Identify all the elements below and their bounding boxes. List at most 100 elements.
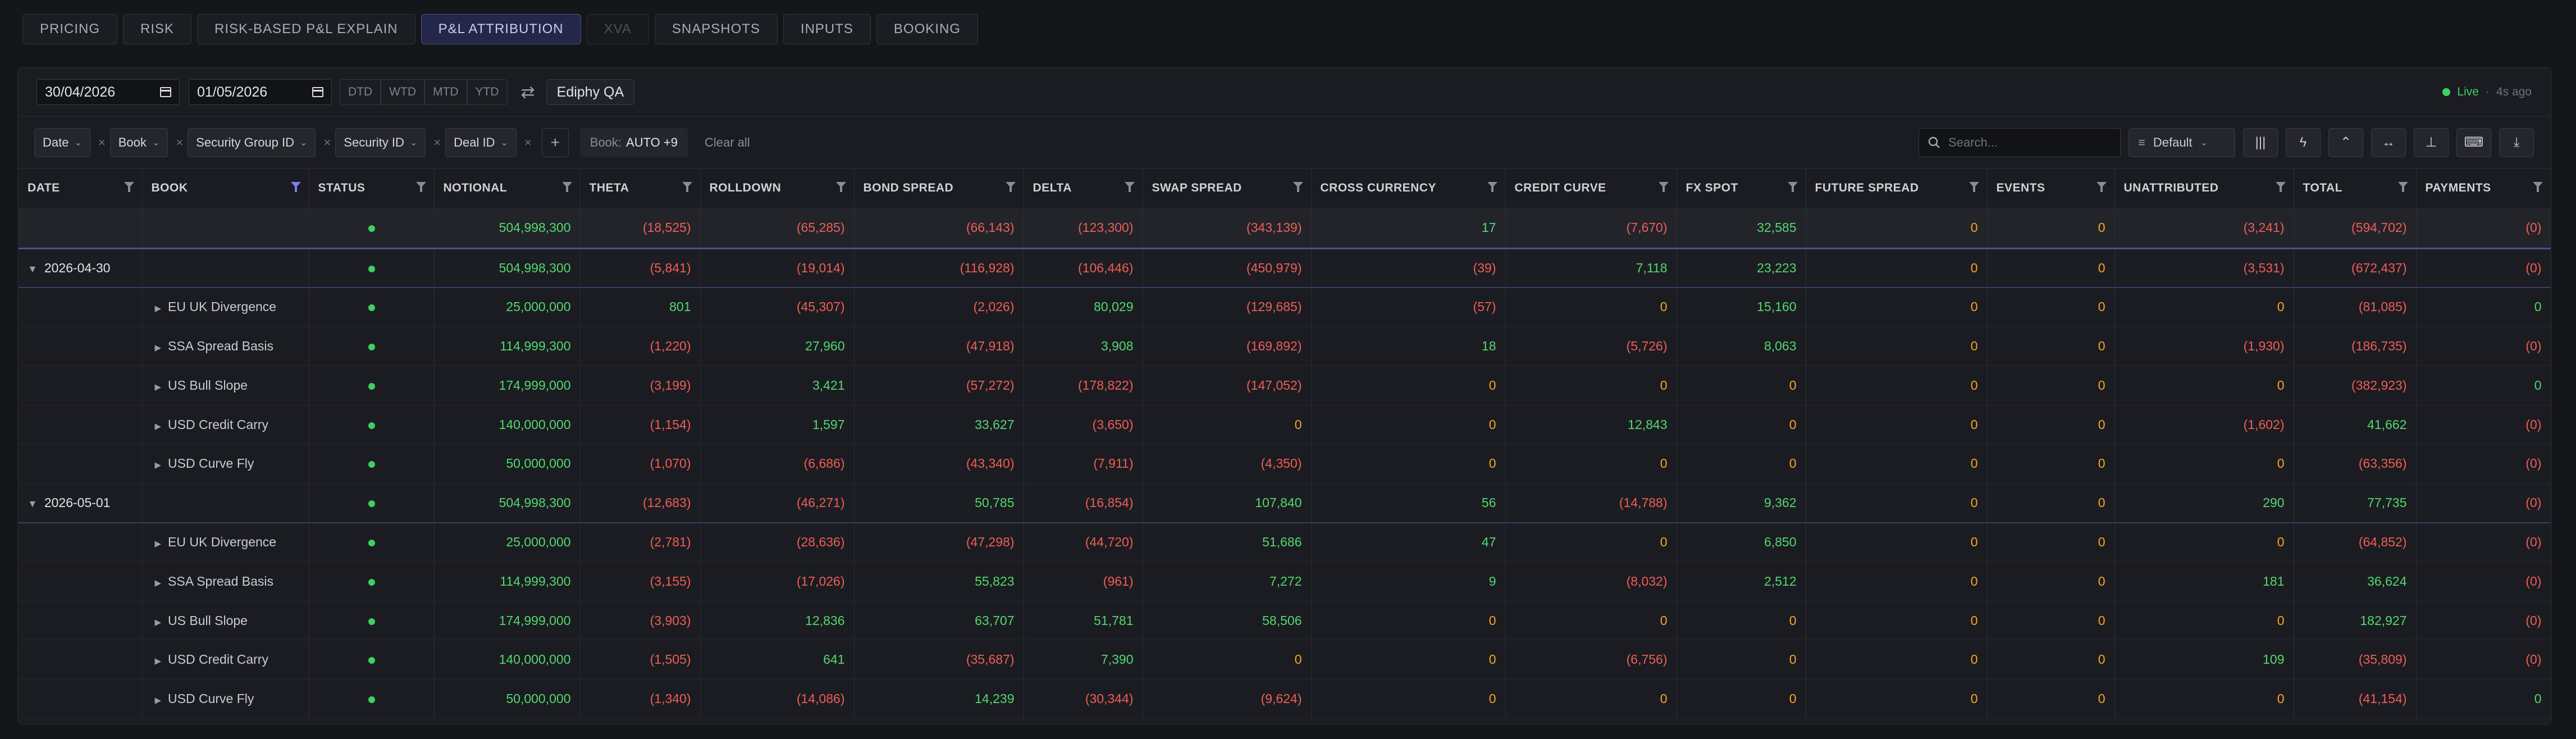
clear-all-link[interactable]: Clear all	[704, 135, 750, 149]
book-cell[interactable]: ▶ EU UK Divergence	[142, 522, 309, 562]
tab-risk-based-pnl-explain[interactable]: RISK-BASED P&L EXPLAIN	[197, 14, 415, 44]
filter-icon[interactable]	[1292, 182, 1303, 192]
period-dtd-button[interactable]: DTD	[340, 79, 381, 105]
lightning-icon[interactable]: ϟ	[2286, 127, 2321, 157]
column-header[interactable]: BOOK	[142, 168, 309, 208]
filter-icon[interactable]	[1487, 182, 1497, 192]
filter-icon[interactable]	[1658, 182, 1669, 192]
group-chip[interactable]: Security Group ID ⌄	[188, 127, 316, 157]
pin-icon[interactable]: ⊥	[2414, 127, 2449, 157]
book-row[interactable]: ▶ USD Curve Fly 50,000,000 (1,340) (14,086) 1…	[19, 679, 2551, 719]
remove-chip-icon[interactable]: ×	[98, 135, 106, 149]
book-cell[interactable]: ▶ US Bull Slope	[142, 366, 309, 405]
column-header[interactable]: FUTURE SPREAD	[1806, 168, 1988, 208]
calendar-icon[interactable]	[312, 87, 323, 97]
column-header[interactable]: PAYMENTS	[2416, 168, 2551, 208]
column-header[interactable]: SWAP SPREAD	[1143, 168, 1312, 208]
book-row[interactable]: ▶ US Bull Slope 174,999,000 (3,903) 12,836 63…	[19, 601, 2551, 641]
period-ytd-button[interactable]: YTD	[467, 79, 508, 105]
tab-snapshots[interactable]: SNAPSHOTS	[654, 14, 778, 44]
remove-chip-icon[interactable]: ×	[524, 135, 532, 149]
book-cell[interactable]: ▶ EU UK Divergence	[142, 287, 309, 327]
filter-icon[interactable]	[415, 182, 426, 192]
column-header[interactable]: NOTIONAL	[434, 168, 581, 208]
book-cell[interactable]: ▶ SSA Spread Basis	[142, 326, 309, 366]
filter-icon[interactable]	[290, 182, 301, 192]
filter-icon[interactable]	[1787, 182, 1798, 192]
book-row[interactable]: ▶ SSA Spread Basis 114,999,300 (1,220) 27,96…	[19, 326, 2551, 366]
book-cell[interactable]: ▶ USD Credit Carry	[142, 405, 309, 445]
remove-chip-icon[interactable]: ×	[433, 135, 441, 149]
book-row[interactable]: ▶ US Bull Slope 174,999,000 (3,199) 3,421 (57…	[19, 366, 2551, 405]
book-cell[interactable]: ▶ USD Curve Fly	[142, 444, 309, 484]
end-date-input[interactable]: 01/05/2026	[189, 79, 332, 105]
column-header[interactable]: BOND SPREAD	[854, 168, 1024, 208]
filter-icon[interactable]	[2397, 182, 2408, 192]
filter-icon[interactable]	[2275, 182, 2286, 192]
book-filter-summary[interactable]: Book: AUTO +9	[579, 127, 688, 157]
column-header[interactable]: UNATTRIBUTED	[2114, 168, 2294, 208]
column-header[interactable]: STATUS	[309, 168, 435, 208]
date-cell[interactable]: ▼ 2026-05-01	[19, 483, 143, 523]
total-row[interactable]: 504,998,300 (18,525) (65,285) (66,143) (123,…	[19, 208, 2551, 249]
date-cell[interactable]: ▼ 2026-04-30	[19, 248, 143, 288]
column-header[interactable]: TOTAL	[2294, 168, 2417, 208]
period-wtd-button[interactable]: WTD	[381, 79, 424, 105]
filter-icon[interactable]	[1968, 182, 1979, 192]
environment-select[interactable]: Ediphy QA	[546, 79, 635, 105]
filter-icon[interactable]	[1124, 182, 1135, 192]
expand-horizontal-icon[interactable]: ↔	[2371, 127, 2406, 157]
expand-triangle-icon[interactable]: ▶	[154, 578, 162, 588]
add-grouping-button[interactable]: +	[541, 127, 569, 157]
remove-chip-icon[interactable]: ×	[176, 135, 184, 149]
tab-pnl-attribution[interactable]: P&L ATTRIBUTION	[421, 14, 581, 44]
remove-chip-icon[interactable]: ×	[323, 135, 331, 149]
date-group-row[interactable]: ▼ 2026-04-30 504,998,300 (5,841) (19,014) (11…	[19, 248, 2551, 288]
filter-icon[interactable]	[835, 182, 846, 192]
book-cell[interactable]: ▶ USD Credit Carry	[142, 640, 309, 680]
book-row[interactable]: ▶ USD Credit Carry 140,000,000 (1,154) 1,597…	[19, 405, 2551, 445]
column-header[interactable]: ROLLDOWN	[700, 168, 855, 208]
group-chip[interactable]: Book ⌄	[109, 127, 168, 157]
expand-triangle-icon[interactable]: ▼	[28, 498, 38, 509]
start-date-input[interactable]: 30/04/2026	[36, 79, 180, 105]
filter-icon[interactable]	[682, 182, 692, 192]
expand-triangle-icon[interactable]: ▶	[154, 343, 162, 353]
layout-select[interactable]: ≡ Default ⌄	[2129, 127, 2235, 157]
group-chip[interactable]: Security ID ⌄	[335, 127, 426, 157]
search-box[interactable]	[1919, 127, 2121, 157]
filter-icon[interactable]	[561, 182, 572, 192]
column-header[interactable]: THETA	[580, 168, 701, 208]
columns-icon[interactable]: |||	[2243, 127, 2278, 157]
tab-booking[interactable]: BOOKING	[876, 14, 978, 44]
swap-horizontal-icon[interactable]: ⇄	[520, 83, 535, 102]
expand-triangle-icon[interactable]: ▶	[154, 617, 162, 627]
tab-risk[interactable]: RISK	[123, 14, 192, 44]
book-row[interactable]: ▶ EU UK Divergence 25,000,000 (2,781) (28,63…	[19, 522, 2551, 562]
expand-triangle-icon[interactable]: ▶	[154, 696, 162, 706]
book-row[interactable]: ▶ USD Curve Fly 50,000,000 (1,070) (6,686) (4…	[19, 444, 2551, 484]
expand-triangle-icon[interactable]: ▶	[154, 421, 162, 431]
book-cell[interactable]: ▶ US Bull Slope	[142, 601, 309, 641]
group-chip[interactable]: Date ⌄	[34, 127, 90, 157]
column-header[interactable]: FX SPOT	[1677, 168, 1806, 208]
filter-icon[interactable]	[2096, 182, 2107, 192]
column-header[interactable]: CROSS CURRENCY	[1311, 168, 1506, 208]
expand-triangle-icon[interactable]: ▼	[28, 263, 38, 275]
date-group-row[interactable]: ▼ 2026-05-01 504,998,300 (12,683) (46,271) 50…	[19, 483, 2551, 523]
column-header[interactable]: DELTA	[1024, 168, 1143, 208]
period-mtd-button[interactable]: MTD	[424, 79, 467, 105]
column-header[interactable]: DATE	[19, 168, 143, 208]
tab-pricing[interactable]: PRICING	[22, 14, 118, 44]
filter-icon[interactable]	[2532, 182, 2543, 192]
expand-triangle-icon[interactable]: ▶	[154, 304, 162, 314]
book-row[interactable]: ▶ EU UK Divergence 25,000,000 801 (45,307) (2…	[19, 287, 2551, 327]
filter-icon[interactable]	[1005, 182, 1016, 192]
chevron-up-icon[interactable]: ⌃	[2328, 127, 2363, 157]
tab-inputs[interactable]: INPUTS	[783, 14, 871, 44]
keyboard-icon[interactable]: ⌨	[2456, 127, 2491, 157]
calendar-icon[interactable]	[160, 87, 171, 97]
column-header[interactable]: CREDIT CURVE	[1505, 168, 1677, 208]
filter-icon[interactable]	[124, 182, 134, 192]
book-cell[interactable]: ▶ USD Curve Fly	[142, 679, 309, 719]
